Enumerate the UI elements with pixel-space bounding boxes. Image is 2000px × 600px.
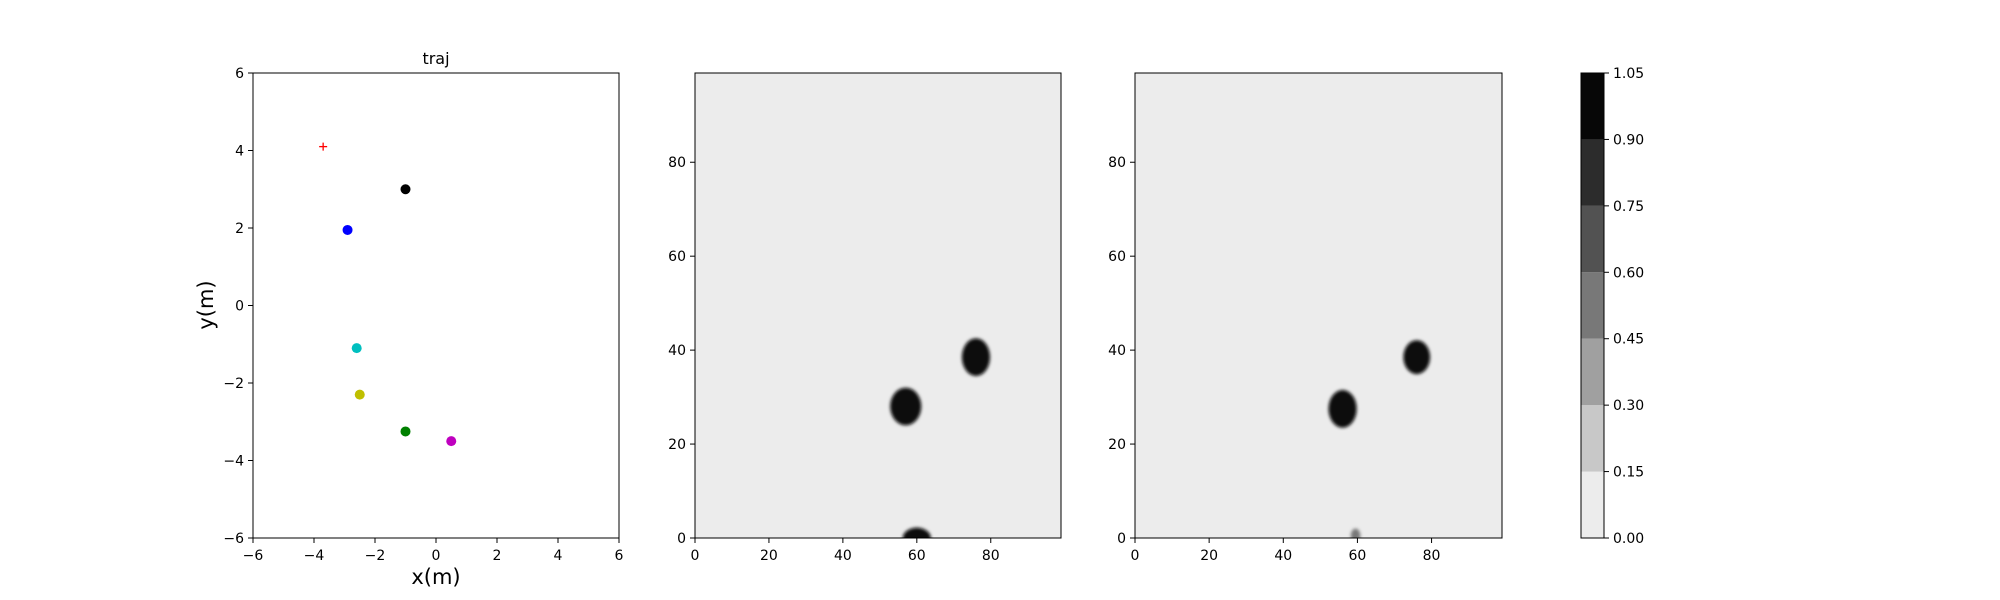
colorbar-band <box>1581 139 1604 206</box>
x-tick-label: 40 <box>1274 548 1292 564</box>
plot-frame <box>694 72 1062 539</box>
x-axis-title: x(m) <box>411 565 460 589</box>
x-tick-label: 80 <box>1423 548 1441 564</box>
occupancy-map-1: 0 20 40 60 80 0 20 40 60 80 <box>668 72 1062 564</box>
plot-frame <box>1134 72 1503 539</box>
x-tick-label: −4 <box>304 548 325 564</box>
x-tick-label: 20 <box>1200 548 1218 564</box>
y-tick-label: 0 <box>677 531 686 547</box>
colorbar-frame <box>1580 72 1605 539</box>
y-tick-label: −6 <box>223 531 244 547</box>
x-tick-label: 6 <box>615 548 624 564</box>
colorbar-band <box>1581 272 1604 339</box>
y-tick-label: 2 <box>235 221 244 237</box>
colorbar: 0.00 0.15 0.30 0.45 0.60 0.75 0.90 1.05 <box>1580 66 1644 547</box>
obstacle-blob <box>1328 390 1357 428</box>
obstacle-blob <box>961 338 991 376</box>
y-axis-title: y(m) <box>194 280 218 329</box>
obstacle-blob <box>890 387 922 426</box>
y-tick-label: 0 <box>235 299 244 315</box>
y-tick-label: 4 <box>235 144 244 160</box>
colorbar-band <box>1581 73 1604 140</box>
heatmap-background <box>695 73 1061 538</box>
y-tick-label: −4 <box>223 454 244 470</box>
colorbar-band <box>1581 471 1604 538</box>
obstacle-blob <box>902 527 931 538</box>
scatter-point <box>400 426 411 437</box>
x-tick-label: 20 <box>760 548 778 564</box>
colorbar-tick-label: 0.15 <box>1613 465 1644 481</box>
trajectory-plot: traj −6 −4 −2 0 2 4 6 −6 −4 −2 0 2 4 6 x(m) y(m) <box>194 49 624 589</box>
scatter-point <box>446 436 457 447</box>
colorbar-tick-label: 0.45 <box>1613 332 1644 348</box>
y-tick-label: 60 <box>1108 249 1126 265</box>
x-tick-label: 0 <box>432 548 441 564</box>
y-tick-label: 20 <box>668 437 686 453</box>
x-tick-label: 40 <box>834 548 852 564</box>
x-tick-label: 80 <box>982 548 1000 564</box>
y-tick-label: 80 <box>1108 155 1126 171</box>
colorbar-tick-label: 0.60 <box>1613 265 1644 281</box>
x-tick-label: 60 <box>908 548 926 564</box>
scatter-point <box>351 343 362 354</box>
y-tick-label: 60 <box>668 249 686 265</box>
x-tick-label: 2 <box>493 548 502 564</box>
scatter-point <box>354 389 365 400</box>
y-tick-label: 20 <box>1108 437 1126 453</box>
y-tick-label: 40 <box>1108 343 1126 359</box>
x-tick-label: 60 <box>1349 548 1367 564</box>
heatmap-background <box>1135 73 1502 538</box>
x-tick-label: 0 <box>691 548 700 564</box>
y-tick-label: 0 <box>1117 531 1126 547</box>
y-tick-label: 6 <box>235 66 244 82</box>
scatter-point <box>400 184 411 195</box>
y-tick-label: −2 <box>223 376 244 392</box>
colorbar-tick-label: 0.90 <box>1613 132 1644 148</box>
obstacle-blob <box>1350 528 1361 538</box>
y-tick-label: 80 <box>668 155 686 171</box>
x-tick-label: −2 <box>365 548 386 564</box>
y-tick-label: 40 <box>668 343 686 359</box>
colorbar-band <box>1581 405 1604 472</box>
occupancy-map-2: 0 20 40 60 80 0 20 40 60 80 <box>1108 72 1503 564</box>
x-tick-label: −6 <box>243 548 264 564</box>
goal-marker <box>319 142 328 151</box>
colorbar-band <box>1581 338 1604 406</box>
colorbar-tick-label: 0.30 <box>1613 398 1644 414</box>
obstacle-blob <box>1403 340 1431 375</box>
colorbar-tick-label: 0.75 <box>1613 199 1644 215</box>
colorbar-tick-label: 0.00 <box>1613 531 1644 547</box>
plot-area <box>252 72 620 539</box>
scatter-point <box>342 224 353 235</box>
x-tick-label: 4 <box>554 548 563 564</box>
plot-title: traj <box>422 49 449 68</box>
x-tick-label: 0 <box>1131 548 1140 564</box>
colorbar-band <box>1581 205 1604 273</box>
colorbar-tick-label: 1.05 <box>1613 66 1644 82</box>
